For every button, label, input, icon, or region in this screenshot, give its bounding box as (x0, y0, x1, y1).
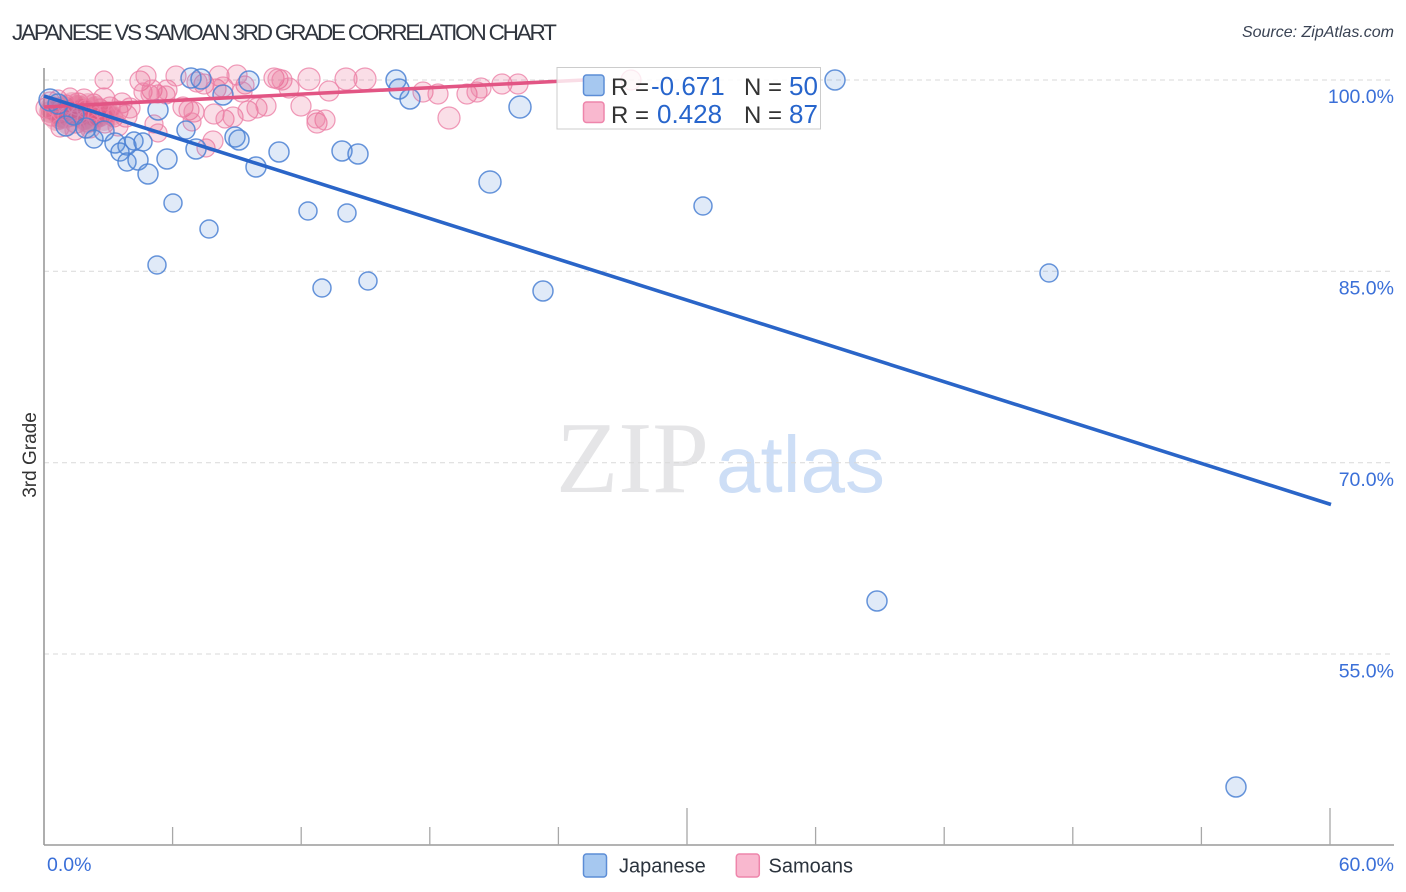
svg-text:87: 87 (789, 99, 818, 129)
svg-text:-0.671: -0.671 (651, 71, 725, 101)
svg-text:55.0%: 55.0% (1339, 661, 1394, 683)
svg-text:0.0%: 0.0% (47, 854, 91, 876)
svg-text:R =: R = (611, 74, 649, 101)
svg-text:85.0%: 85.0% (1339, 278, 1394, 300)
svg-text:atlas: atlas (716, 420, 885, 509)
svg-text:50: 50 (789, 71, 818, 101)
svg-text:100.0%: 100.0% (1328, 86, 1394, 108)
svg-text:70.0%: 70.0% (1339, 469, 1394, 491)
svg-text:R =: R = (611, 102, 649, 129)
svg-text:60.0%: 60.0% (1339, 854, 1394, 876)
svg-text:Japanese: Japanese (619, 856, 706, 878)
svg-text:3rd Grade: 3rd Grade (20, 412, 41, 498)
svg-text:JAPANESE VS SAMOAN 3RD GRADE C: JAPANESE VS SAMOAN 3RD GRADE CORRELATION… (12, 20, 557, 45)
svg-text:Samoans: Samoans (769, 856, 854, 878)
svg-text:N =: N = (744, 74, 782, 101)
svg-text:N =: N = (744, 102, 782, 129)
svg-text:ZIP: ZIP (556, 402, 709, 515)
svg-text:0.428: 0.428 (657, 99, 722, 129)
svg-text:Source: ZipAtlas.com: Source: ZipAtlas.com (1242, 24, 1394, 41)
